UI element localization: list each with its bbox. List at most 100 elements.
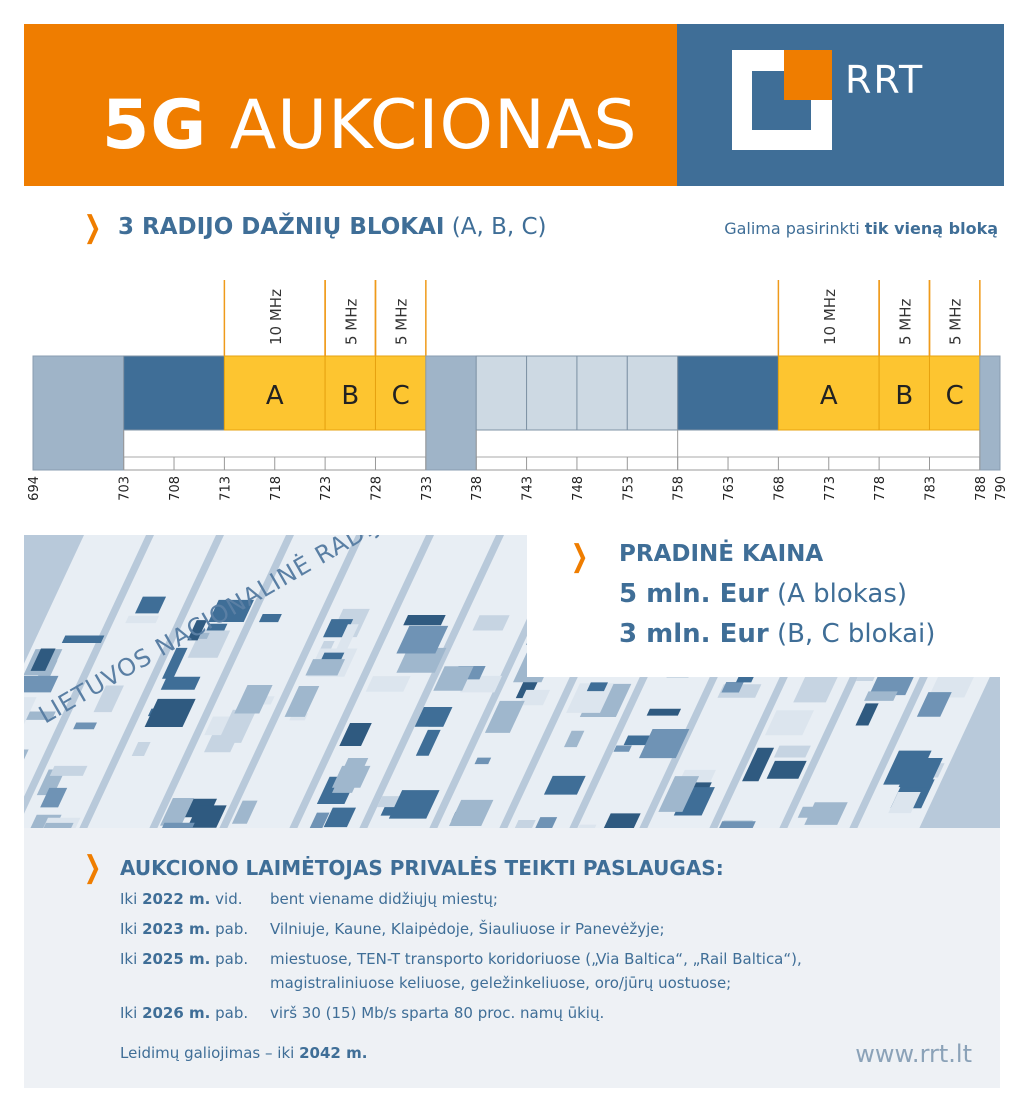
- photo-cell: [888, 791, 921, 814]
- validity-prefix: Leidimų galiojimas – iki: [120, 1044, 295, 1062]
- block-label: C: [392, 381, 410, 411]
- assigned-segment: [123, 355, 225, 431]
- price-a-label: (A blokas): [776, 579, 908, 609]
- guard-band: [425, 355, 477, 471]
- photo-cell: [334, 624, 359, 653]
- guard-band: [979, 355, 1001, 471]
- photo-cell: [284, 685, 320, 717]
- photo-cell: [30, 648, 56, 671]
- block-segment: [777, 355, 880, 431]
- photo-cell: [484, 700, 525, 733]
- photo-cell: [331, 765, 371, 788]
- photo-cell: [187, 805, 227, 828]
- gap-segment: [475, 355, 528, 431]
- tick-label: 758: [672, 476, 687, 501]
- photo-column: [227, 535, 426, 828]
- photo-cell: [576, 824, 597, 828]
- pre: Iki: [120, 950, 138, 968]
- photo-cell: [543, 775, 586, 795]
- photo-cell: [414, 707, 453, 727]
- photo-cell: [144, 698, 196, 727]
- photo-cell: [40, 787, 68, 808]
- block-label: B: [895, 381, 913, 411]
- photo-cell: [433, 666, 474, 691]
- price-bc-label: (B, C blokai): [776, 619, 936, 649]
- photo-cell: [855, 703, 879, 726]
- photo-cell: [403, 615, 446, 626]
- page-title: 5G AUKCIONAS: [102, 86, 638, 165]
- photo-cell: [231, 800, 258, 824]
- photo-cell: [217, 709, 257, 743]
- block-segment: [878, 355, 930, 431]
- tick-label: 718: [269, 476, 284, 501]
- photo-cell: [526, 817, 558, 828]
- photo-cell: [302, 812, 330, 828]
- year: 2025 m.: [142, 950, 211, 968]
- band-plan-diagram: 694 703 708 713 718 723 728 733 738 743 748 753 758 7…: [27, 280, 1009, 501]
- photo-cell: [61, 635, 105, 644]
- photo-cell: [797, 806, 829, 818]
- photo-cell: [365, 676, 411, 692]
- tick-label: 753: [621, 476, 636, 501]
- bandwidth-label: 5 MHz: [342, 298, 360, 345]
- photo-cell: [564, 730, 585, 748]
- tick-label: 728: [369, 476, 384, 501]
- blocks-title-bold: 3 RADIJO DAŽNIŲ BLOKAI: [118, 214, 445, 240]
- tick-label: 778: [873, 476, 888, 501]
- photo-cell: [160, 676, 201, 690]
- selection-note: Galima pasirinkti tik vieną bloką: [724, 219, 998, 238]
- block-segment: [374, 355, 427, 431]
- tick-label: 783: [923, 476, 938, 501]
- year: 2023 m.: [142, 920, 211, 938]
- tick-label: 788: [974, 476, 989, 501]
- post: pab.: [215, 920, 249, 938]
- photo-cell: [36, 769, 66, 796]
- block-segment: [324, 355, 376, 431]
- tick-label: 743: [521, 476, 536, 501]
- block-label: B: [341, 381, 359, 411]
- photo-cell: [793, 676, 838, 703]
- assigned-segment: [677, 355, 779, 431]
- price-a: 5 mln. Eur (A blokas): [619, 579, 907, 609]
- text: miestuose, TEN-T transporto koridoriuose…: [270, 950, 802, 968]
- photo-cell: [187, 620, 208, 641]
- obligations-panel: ❯ AUKCIONO LAIMĖTOJAS PRIVALĖS TEIKTI PA…: [24, 828, 1000, 1088]
- photo-cell: [507, 820, 536, 828]
- chevron-right-icon: ❯: [83, 850, 102, 885]
- logo-text: RRT: [845, 58, 925, 102]
- photo-column: [24, 535, 216, 828]
- website-link[interactable]: www.rrt.lt: [855, 1040, 972, 1068]
- price-bc: 3 mln. Eur (B, C blokai): [619, 619, 935, 649]
- photo-cell: [415, 729, 441, 756]
- photo-cell: [305, 659, 346, 676]
- tick-label: 694: [27, 476, 42, 501]
- tick-label: 703: [118, 476, 133, 501]
- text: virš 30 (15) Mb/s sparta 80 proc. namų ū…: [270, 1004, 605, 1022]
- tick-label: 733: [420, 476, 435, 501]
- photo-cell: [73, 722, 97, 730]
- gap-segment: [526, 355, 578, 431]
- chevron-right-icon: ❯: [570, 539, 589, 574]
- obligation-row: Iki 2022 m. vid. bent viename didžiųjų mi…: [120, 890, 498, 908]
- photo-cell: [339, 722, 372, 746]
- title-rest: AUKCIONAS: [229, 86, 638, 165]
- text: Vilniuje, Kaune, Klaipėdoje, Šiauliuose …: [270, 920, 665, 938]
- pre: Iki: [120, 890, 138, 908]
- photo-cell: [765, 710, 814, 736]
- photo-cell: [898, 757, 943, 788]
- photo-cell: [864, 691, 898, 701]
- photo-cell: [125, 615, 160, 624]
- tick-label: 708: [168, 476, 183, 501]
- photo-cell: [586, 682, 608, 692]
- photo-cell: [162, 647, 188, 679]
- photo-cell: [449, 799, 494, 827]
- rrt-logo-icon: [732, 50, 832, 150]
- note-bold: tik vieną bloką: [864, 219, 998, 238]
- photo-cell: [623, 735, 653, 746]
- photo-cell: [396, 647, 447, 673]
- tick-label: 748: [571, 476, 586, 501]
- block-segment: [223, 355, 326, 431]
- bandwidth-label: 5 MHz: [896, 298, 914, 345]
- photo-column: [157, 535, 356, 828]
